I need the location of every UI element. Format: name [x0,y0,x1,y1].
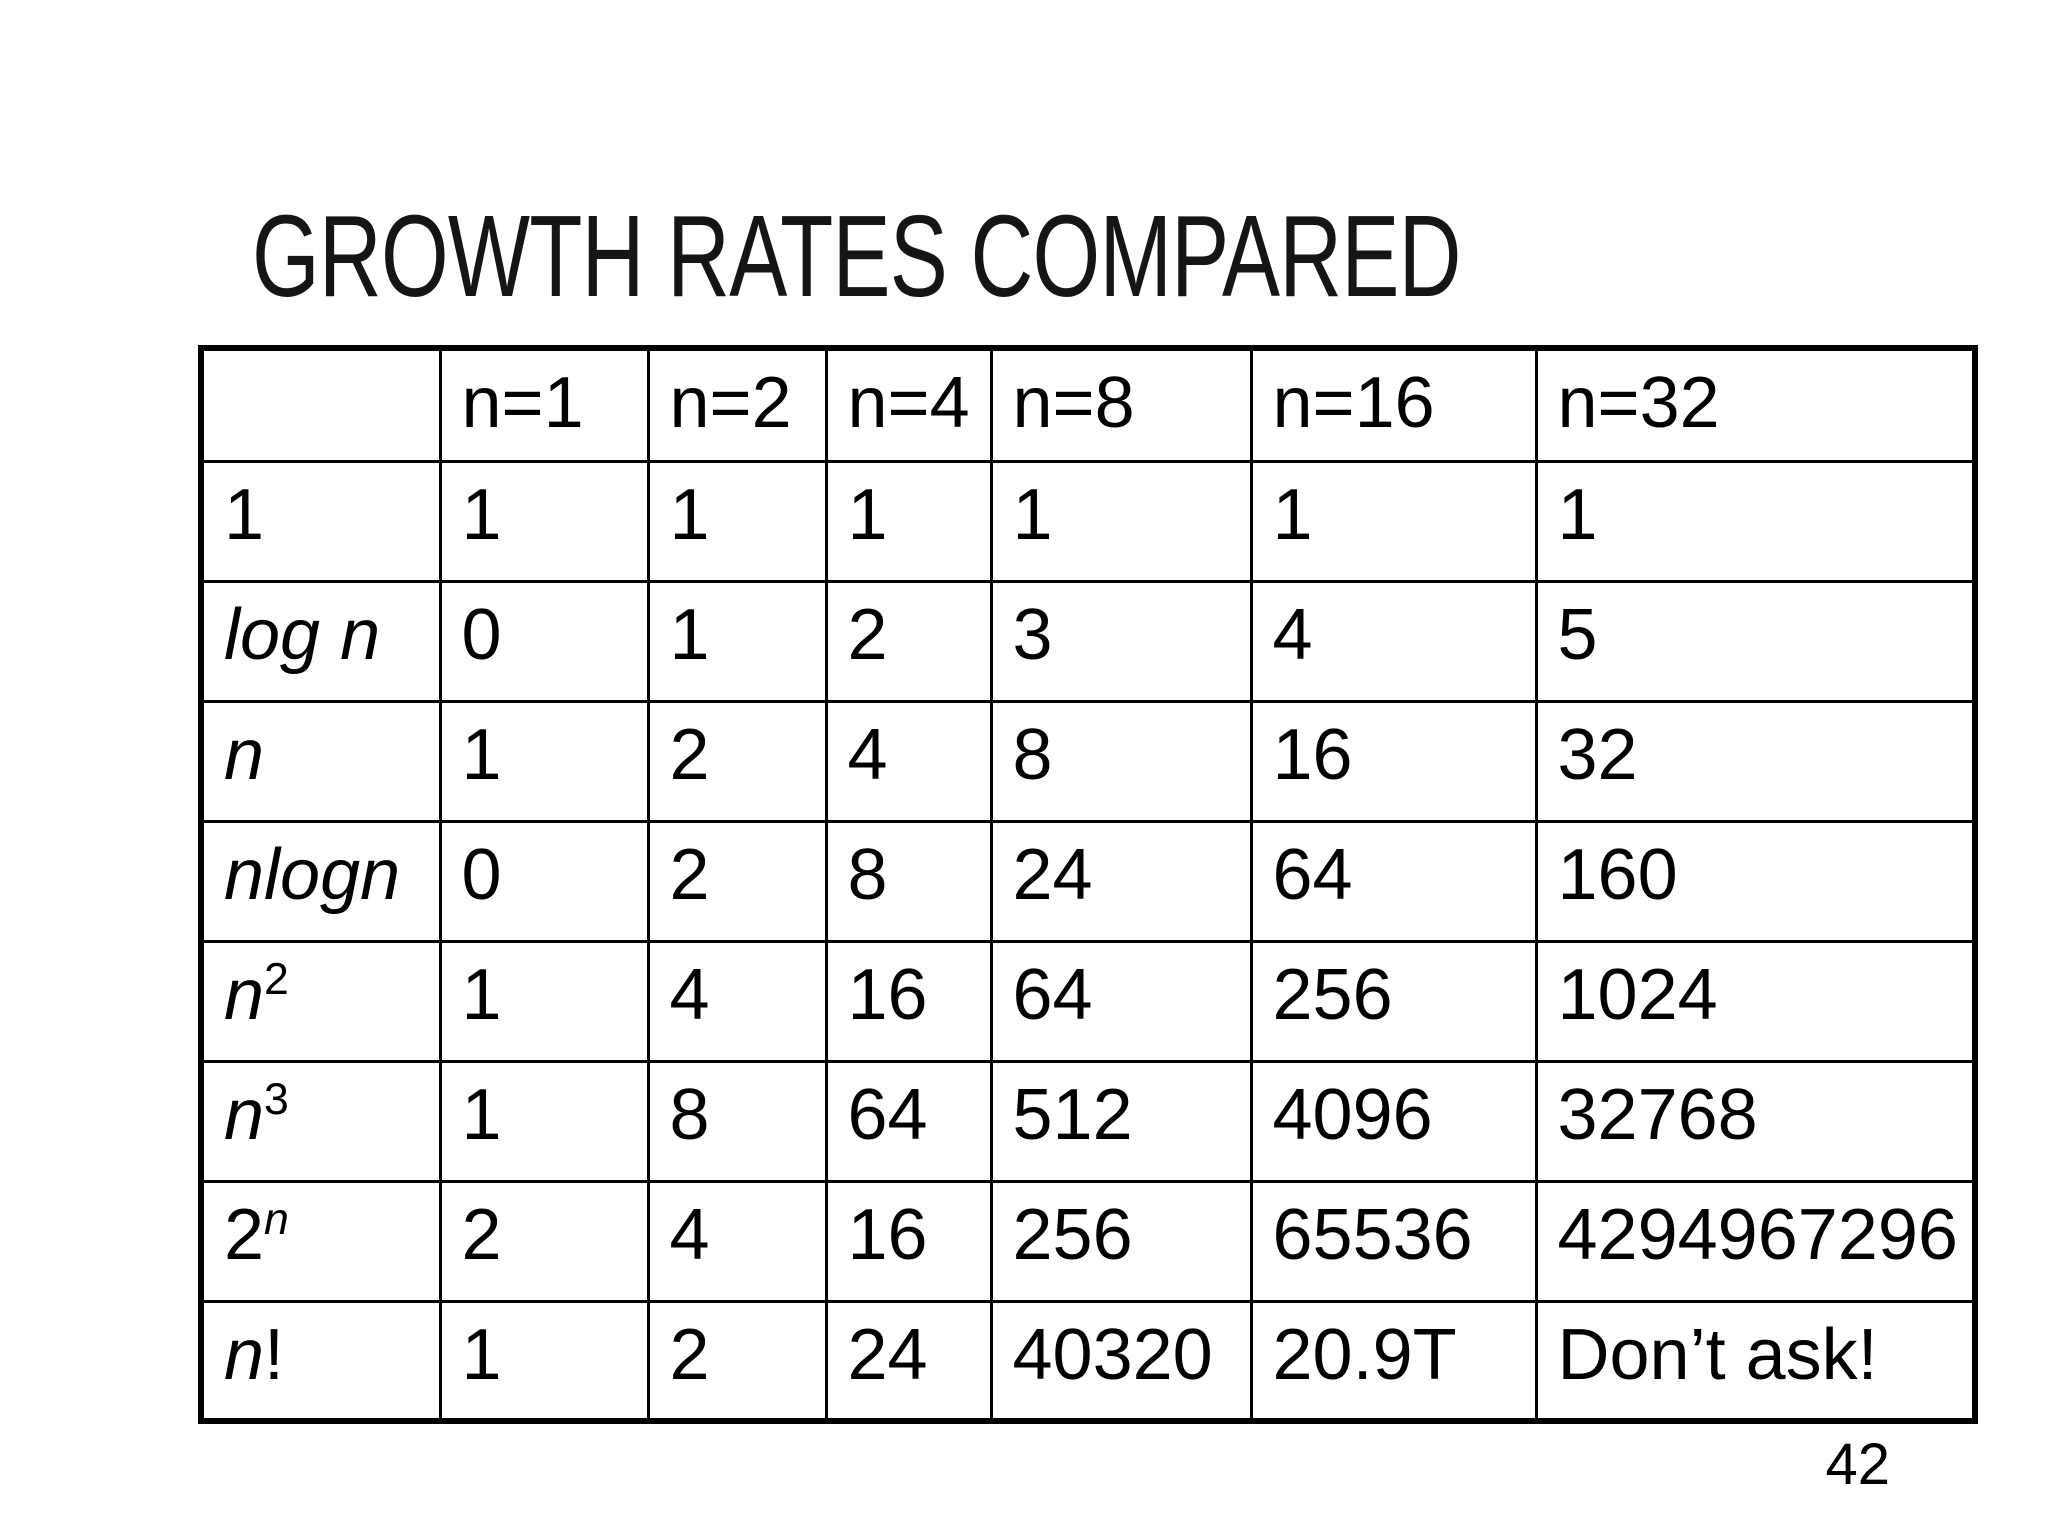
table-cell: 2 [646,699,828,823]
table-cell: 65536 [1249,1179,1538,1303]
table-cell: 4 [646,939,828,1063]
table-cell: 16 [824,1179,993,1303]
table-cell: 2 [438,1179,650,1303]
table-body: 1 1 1 1 1 1 1 log n 0 1 2 3 4 5 n 1 2 4 8 16 32 nlogn 0 2 8 24 64 1… [199,459,1977,1423]
table-cell: 8 [646,1059,828,1183]
table-cell: 4 [1249,579,1538,703]
column-header: n=1 [438,346,650,463]
header-row: n=1 n=2 n=4 n=8 n=16 n=32 [199,346,1977,463]
table-cell: 1024 [1534,939,1977,1063]
table-cell: 1 [824,459,993,583]
row-label-segment: 2 [264,954,289,1004]
table-cell: 2 [646,819,828,943]
table-row: n 1 2 4 8 16 32 [199,699,1977,823]
row-label: n [199,699,442,823]
table-cell: 64 [1249,819,1538,943]
row-label-segment: n [224,954,265,1035]
column-header: n=16 [1249,346,1538,463]
table-cell: 512 [989,1059,1253,1183]
row-label: nlogn [199,819,442,943]
table-cell: 1 [438,1299,650,1423]
row-label: 1 [199,459,442,583]
table-cell: 5 [1534,579,1977,703]
table-row: 2n 2 4 16 256 65536 4294967296 [199,1179,1977,1303]
table-cell: 1 [646,579,828,703]
row-label-segment: 3 [264,1074,289,1124]
table-row: n! 1 2 24 40320 20.9T Don’t ask! [199,1299,1977,1423]
row-label-segment: log n [224,594,381,675]
table-cell: 160 [1534,819,1977,943]
table-cell: 32 [1534,699,1977,823]
row-label-segment: ! [264,1314,285,1395]
table-cell: 4096 [1249,1059,1538,1183]
row-label: 2n [199,1179,442,1303]
table-cell: 16 [824,939,993,1063]
table-cell: 1 [646,459,828,583]
table-cell: Don’t ask! [1534,1299,1977,1423]
page-number: 42 [1825,1432,1890,1497]
table-cell: 0 [438,819,650,943]
column-header: n=8 [989,346,1253,463]
table-cell: 64 [989,939,1253,1063]
table-cell: 40320 [989,1299,1253,1423]
row-label-segment: n [264,1194,289,1244]
slide-title: GROWTH RATES COMPARED [252,191,1461,321]
table-cell: 2 [824,579,993,703]
table-cell: 1 [989,459,1253,583]
table-cell: 256 [989,1179,1253,1303]
table-cell: 4 [824,699,993,823]
table-cell: 4 [646,1179,828,1303]
table-cell: 4294967296 [1534,1179,1977,1303]
table-cell: 2 [646,1299,828,1423]
row-label-segment: n [224,1314,265,1395]
table-cell: 1 [438,699,650,823]
row-label-segment: n [224,714,265,795]
table-cell: 64 [824,1059,993,1183]
table-cell: 3 [989,579,1253,703]
table-cell: 20.9T [1249,1299,1538,1423]
table-row: n3 1 8 64 512 4096 32768 [199,1059,1977,1183]
table-cell: 1 [1534,459,1977,583]
table-row: n2 1 4 16 64 256 1024 [199,939,1977,1063]
row-label-segment: 1 [224,474,265,555]
row-label-segment: n [224,1074,265,1155]
row-label: n2 [199,939,442,1063]
row-label: n3 [199,1059,442,1183]
table-cell: 0 [438,579,650,703]
table-cell: 8 [989,699,1253,823]
column-header: n=32 [1534,346,1977,463]
table-header: n=1 n=2 n=4 n=8 n=16 n=32 [199,346,1977,463]
row-label-segment: 2 [224,1194,265,1275]
row-label-segment: nlogn [224,834,401,915]
table-cell: 24 [989,819,1253,943]
column-header: n=2 [646,346,828,463]
table-cell: 16 [1249,699,1538,823]
table-cell: 1 [438,1059,650,1183]
table-cell: 1 [438,459,650,583]
table-row: nlogn 0 2 8 24 64 160 [199,819,1977,943]
table-cell: 1 [1249,459,1538,583]
table-cell: 8 [824,819,993,943]
column-header: n=4 [824,346,993,463]
row-label: log n [199,579,442,703]
table-cell: 24 [824,1299,993,1423]
table-cell: 256 [1249,939,1538,1063]
table-cell: 32768 [1534,1059,1977,1183]
table-cell: 1 [438,939,650,1063]
corner-header-cell [199,346,442,463]
row-label: n! [199,1299,442,1423]
